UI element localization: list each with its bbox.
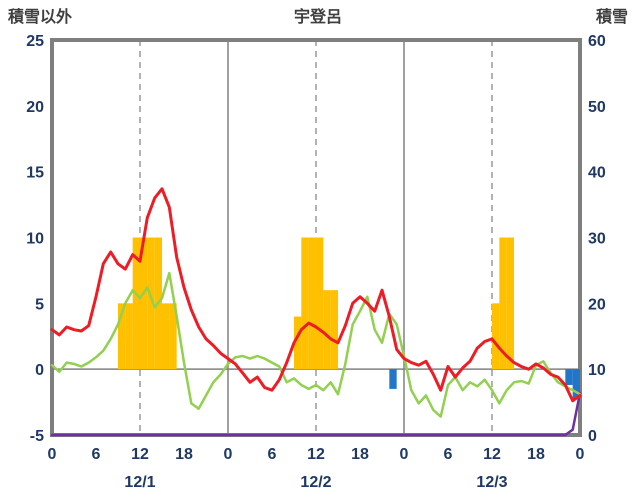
- left-axis-title: 積雪以外: [7, 7, 72, 26]
- x-axis-tick-label: 6: [92, 446, 101, 463]
- left-axis-tick-label: 5: [35, 296, 44, 313]
- x-axis-tick-label: 6: [444, 446, 453, 463]
- orange-bars-bar: [132, 237, 140, 370]
- blue-bars-bar: [565, 369, 573, 385]
- right-axis-tick-label: 0: [588, 428, 597, 445]
- x-axis-tick-label: 0: [224, 446, 233, 463]
- date-label: 12/1: [124, 474, 155, 491]
- date-label: 12/2: [300, 474, 331, 491]
- orange-bars-bar: [147, 237, 155, 370]
- right-axis-tick-label: 30: [588, 231, 606, 248]
- left-axis-tick-label: 10: [26, 231, 44, 248]
- orange-bars-bar: [323, 290, 331, 370]
- orange-bars-bar: [169, 303, 177, 370]
- right-axis-tick-label: 50: [588, 99, 606, 116]
- x-axis-tick-label: 6: [268, 446, 277, 463]
- right-axis-tick-label: 40: [588, 165, 606, 182]
- orange-bars-bar: [316, 237, 324, 370]
- orange-bars-bar: [301, 237, 309, 370]
- orange-bars-bar: [125, 303, 133, 370]
- chart-title: 宇登呂: [294, 7, 342, 26]
- orange-bars-bar: [499, 237, 507, 370]
- x-axis-tick-label: 12: [131, 446, 149, 463]
- orange-bars-bar: [118, 303, 126, 370]
- x-axis-tick-label: 18: [351, 446, 369, 463]
- orange-bars-bar: [330, 290, 338, 370]
- left-axis-tick-label: -5: [30, 428, 44, 445]
- right-axis-tick-label: 60: [588, 33, 606, 50]
- purple-line: [50, 391, 582, 437]
- right-axis-title: 積雪: [595, 7, 628, 26]
- left-axis-tick-label: 0: [35, 362, 44, 379]
- left-axis-tick-label: 15: [26, 165, 44, 182]
- orange-bars-bar: [506, 237, 514, 370]
- right-axis-tick-label: 20: [588, 296, 606, 313]
- x-axis-tick-label: 0: [576, 446, 585, 463]
- orange-bars-bar: [294, 316, 302, 370]
- orange-bars-bar: [492, 303, 500, 370]
- left-axis-tick-label: 25: [26, 33, 44, 50]
- x-axis-tick-label: 12: [483, 446, 501, 463]
- right-axis-tick-label: 10: [588, 362, 606, 379]
- blue-bars-bar: [572, 369, 580, 400]
- orange-bars-bar: [162, 303, 170, 370]
- green-line: [50, 271, 582, 418]
- orange-bars-bar: [308, 237, 316, 370]
- x-axis-tick-label: 12: [307, 446, 325, 463]
- left-axis-tick-label: 20: [26, 99, 44, 116]
- x-axis-tick-label: 18: [527, 446, 545, 463]
- date-label: 12/3: [476, 474, 507, 491]
- x-axis-tick-label: 0: [400, 446, 409, 463]
- orange-bars-bar: [140, 237, 148, 370]
- x-axis-tick-label: 0: [48, 446, 57, 463]
- red-line: [50, 187, 582, 403]
- x-axis-tick-label: 18: [175, 446, 193, 463]
- blue-bars-bar: [389, 369, 397, 389]
